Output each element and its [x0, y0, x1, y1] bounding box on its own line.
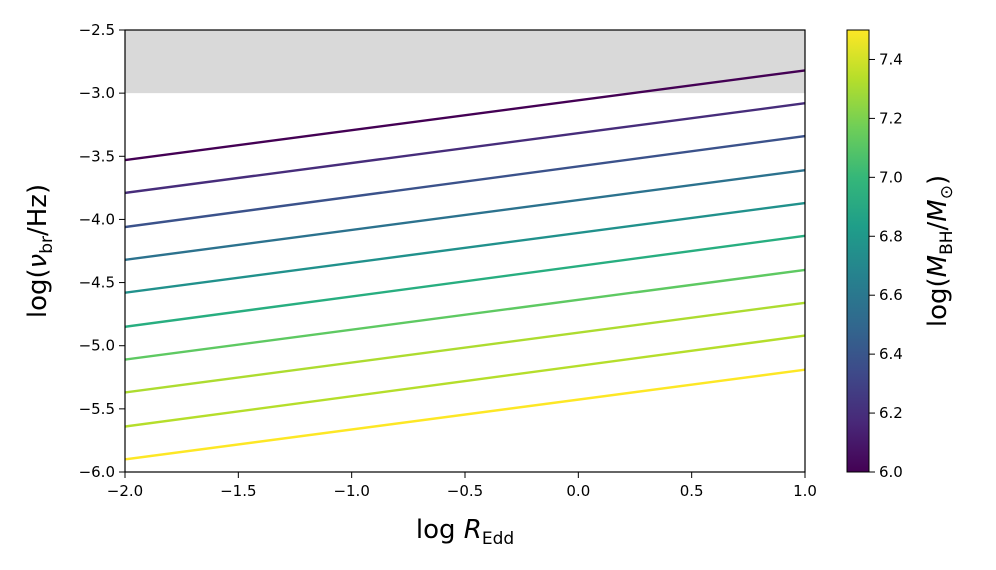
colorbar-tick-label: 7.0	[879, 168, 903, 186]
shaded-region	[125, 30, 805, 94]
y-tick-label: −5.0	[79, 337, 115, 355]
x-tick-label: 0.0	[566, 482, 590, 500]
series-line-9	[124, 368, 806, 461]
x-tick-label: 1.0	[793, 482, 817, 500]
x-axis-label: log REdd	[416, 515, 514, 549]
colorbar-tick-label: 7.4	[879, 50, 903, 68]
y-tick-label: −4.0	[79, 210, 115, 228]
colorbar-tick-label: 6.4	[879, 345, 903, 363]
x-axis-ticks: −2.0 −1.5 −1.0 −0.5 0.0 0.5 1.0	[107, 472, 817, 500]
plot-area	[125, 30, 805, 472]
series-line-8	[124, 334, 806, 428]
x-tick-label: −1.0	[333, 482, 369, 500]
y-tick-label: −4.5	[79, 274, 115, 292]
colorbar-tick-label: 7.2	[879, 109, 903, 127]
x-tick-label: −2.0	[107, 482, 143, 500]
series-line-0	[124, 69, 806, 162]
colorbar-tick-label: 6.6	[879, 286, 903, 304]
series-line-3	[124, 168, 806, 262]
colorbar-tick-label: 6.8	[879, 227, 903, 245]
series-line-7	[124, 301, 806, 394]
y-axis-ticks: −6.0 −5.5 −5.0 −4.5 −4.0 −3.5 −3.0 −2.5	[79, 21, 125, 481]
x-tick-label: −1.5	[220, 482, 256, 500]
y-tick-label: −3.0	[79, 84, 115, 102]
y-tick-label: −3.5	[79, 147, 115, 165]
series-line-1	[124, 102, 806, 195]
colorbar-label: log(MBH/M⊙)	[923, 175, 957, 327]
x-tick-label: −0.5	[447, 482, 483, 500]
y-tick-label: −5.5	[79, 400, 115, 418]
y-tick-label: −2.5	[79, 21, 115, 39]
series-line-4	[124, 201, 806, 294]
colorbar-tick-label: 6.2	[879, 404, 903, 422]
colorbar-ticks: 6.0 6.2 6.4 6.6 6.8 7.0 7.2 7.4	[869, 50, 903, 481]
series-line-2	[124, 134, 806, 229]
colorbar	[846, 29, 870, 473]
y-tick-label: −6.0	[79, 463, 115, 481]
x-tick-label: 0.5	[680, 482, 704, 500]
series-line-5	[124, 234, 806, 328]
y-axis-label: log(νbr/Hz)	[23, 184, 57, 318]
series-lines	[124, 69, 806, 461]
colorbar-tick-label: 6.0	[879, 463, 903, 481]
series-line-6	[124, 268, 806, 361]
